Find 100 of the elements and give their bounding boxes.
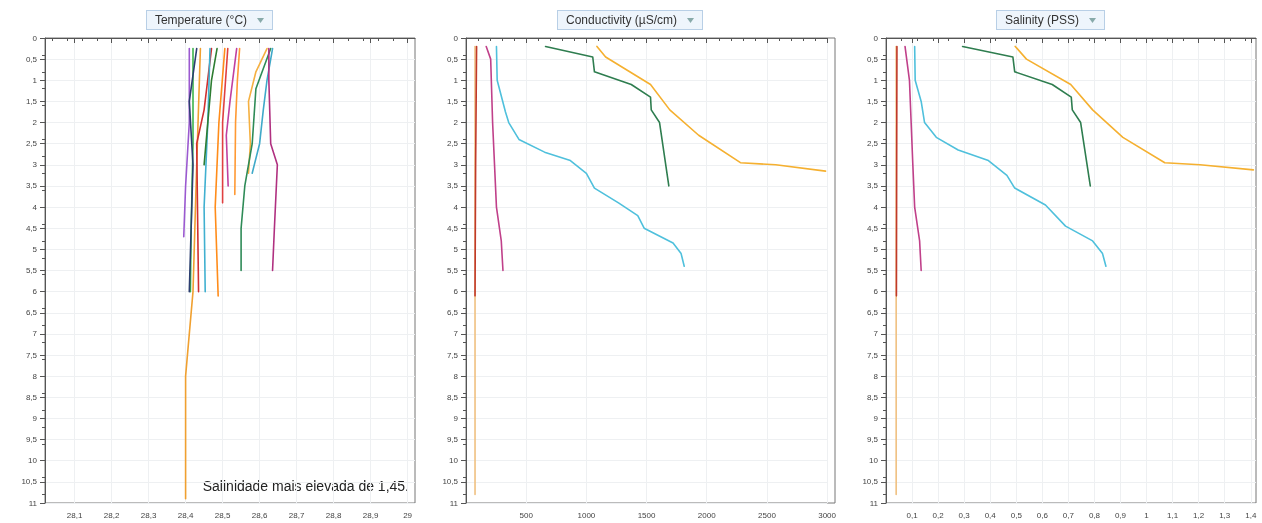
line-series (214, 47, 226, 297)
y-tick-label: 6 (32, 287, 38, 297)
x-tick-label: 0,4 (984, 510, 997, 520)
y-tick-label: 3 (32, 160, 38, 170)
y-tick-label: 9 (873, 413, 879, 423)
y-tick-label: 5 (453, 244, 459, 254)
line-series (188, 47, 198, 293)
y-tick-label: 10 (449, 456, 459, 466)
chart-title: Conductivity (µS/cm) (566, 13, 677, 27)
y-tick-label: 6 (873, 287, 879, 297)
y-tick-label: 6,5 (446, 308, 459, 318)
line-series (961, 45, 1092, 187)
x-tick-label: 2000 (697, 510, 717, 520)
y-tick-label: 10 (28, 456, 38, 466)
x-tick-label: 1,4 (1245, 510, 1257, 520)
y-tick-label: 5 (873, 244, 879, 254)
y-tick-label: 0 (873, 33, 879, 43)
x-tick-label: 1,3 (1219, 510, 1231, 520)
x-tick-label: 0,7 (1062, 510, 1075, 520)
y-tick-label: 9 (32, 413, 38, 423)
y-tick-label: 9,5 (446, 435, 459, 445)
x-tick-label: 28,5 (214, 510, 231, 520)
y-tick-label: 2,5 (25, 139, 38, 149)
line-series (596, 45, 827, 172)
x-tick-label: 28,2 (103, 510, 120, 520)
y-tick-label: 8 (453, 371, 459, 381)
line-series (225, 47, 238, 187)
y-tick-label: 1,5 (866, 96, 879, 106)
y-tick-label: 4 (873, 202, 879, 212)
x-tick-label: 1,2 (1193, 510, 1205, 520)
y-tick-label: 4,5 (866, 223, 879, 233)
y-tick-label: 3,5 (446, 181, 459, 191)
y-tick-label: 6,5 (866, 308, 879, 318)
y-tick-label: 8 (32, 371, 38, 381)
line-series (495, 45, 686, 268)
x-tick-label: 28,1 (66, 510, 83, 520)
x-tick-label: 28,7 (288, 510, 305, 520)
y-tick-label: 3,5 (866, 181, 879, 191)
x-tick-label: 1500 (637, 510, 656, 520)
y-tick-label: 7,5 (866, 350, 879, 360)
x-tick-label: 28,4 (177, 510, 194, 520)
x-tick-label: 1,1 (1167, 510, 1179, 520)
y-tick-label: 0 (453, 33, 459, 43)
y-tick-label: 10,5 (21, 477, 38, 487)
line-series (234, 47, 241, 196)
x-tick-label: 28,3 (140, 510, 157, 520)
y-tick-label: 1,5 (25, 96, 38, 106)
x-tick-label: 0,6 (1036, 510, 1049, 520)
y-tick-label: 0,5 (446, 54, 459, 64)
y-tick-label: 2 (32, 118, 38, 128)
y-tick-label: 2 (873, 118, 879, 128)
y-tick-label: 5,5 (446, 266, 459, 275)
line-series (195, 47, 213, 293)
y-tick-label: 3 (453, 160, 459, 170)
y-tick-label: 4 (453, 202, 459, 212)
chart-title: Temperature (°C) (154, 13, 248, 27)
line-series (904, 45, 922, 272)
y-tick-label: 0,5 (866, 54, 879, 64)
y-tick-label: 1 (873, 75, 879, 85)
y-tick-label: 4,5 (446, 223, 459, 233)
y-tick-label: 9 (453, 413, 459, 423)
y-tick-label: 9,5 (25, 435, 38, 445)
line-series (221, 47, 229, 204)
y-tick-label: 8,5 (446, 392, 459, 402)
x-tick-label: 28,9 (362, 510, 379, 520)
line-series (1014, 45, 1255, 171)
y-tick-label: 2 (453, 118, 459, 128)
line-series (544, 45, 670, 187)
line-series (485, 45, 504, 272)
y-tick-label: 11 (28, 498, 38, 508)
y-tick-label: 1 (453, 75, 459, 85)
x-tick-label: 500 (519, 510, 534, 520)
y-tick-label: 1 (32, 75, 38, 85)
x-tick-label: 28,6 (251, 510, 268, 520)
line-series (240, 47, 272, 272)
y-tick-label: 3 (873, 160, 879, 170)
y-tick-label: 5,5 (25, 266, 38, 275)
y-tick-label: 2,5 (446, 139, 459, 149)
y-tick-label: 11 (869, 498, 879, 508)
x-tick-label: 0,1 (906, 510, 919, 520)
y-tick-label: 8,5 (866, 392, 879, 402)
line-series (247, 47, 268, 175)
y-tick-label: 2,5 (866, 139, 879, 149)
line-series (203, 47, 218, 166)
y-tick-label: 7,5 (25, 350, 38, 360)
y-tick-label: 4,5 (25, 223, 38, 233)
y-tick-label: 3,5 (25, 181, 38, 191)
x-tick-label: 0,5 (1010, 510, 1023, 520)
y-tick-label: 4 (32, 202, 38, 212)
y-tick-label: 10,5 (442, 477, 459, 487)
y-tick-label: 5,5 (866, 266, 879, 275)
y-tick-label: 6 (453, 287, 459, 297)
x-tick-label: 0,8 (1088, 510, 1101, 520)
x-tick-label: 1000 (577, 510, 596, 520)
line-series (251, 47, 274, 175)
line-series (184, 47, 202, 500)
chart-title: Salinity (PSS) (1004, 13, 1080, 27)
y-tick-label: 8,5 (25, 392, 38, 402)
y-tick-label: 7 (32, 329, 38, 339)
x-tick-label: 0,3 (958, 510, 971, 520)
